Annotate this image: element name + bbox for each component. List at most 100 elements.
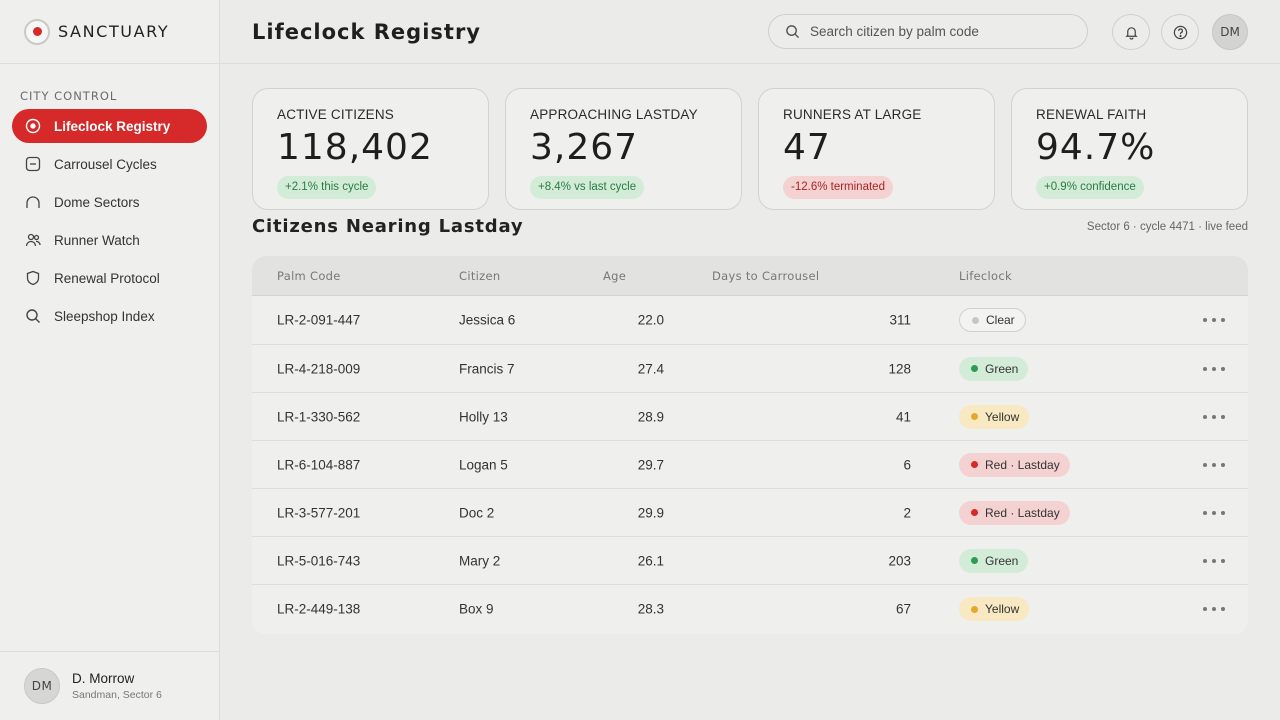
- sidebar-item-renewal-protocol[interactable]: Renewal Protocol: [12, 261, 207, 295]
- search-icon: [786, 25, 800, 39]
- palm-code-cell: LR-2-449-138: [277, 601, 361, 617]
- bell-icon: [1124, 26, 1138, 40]
- days-cell: 128: [888, 361, 911, 376]
- table-row[interactable]: LR-4-218-009 Francis 7 27.4 128 Green: [252, 345, 1248, 393]
- stat-delta-badge: -12.6% terminated: [783, 176, 893, 199]
- citizen-cell: Holly 13: [459, 409, 508, 424]
- page-title: Lifeclock Registry: [252, 19, 481, 44]
- age-cell: 28.3: [637, 601, 664, 617]
- lifeclock-status-cell: Red · Lastday: [959, 452, 1070, 477]
- stat-card-active-citizens: ACTIVE CITIZENS 118,402 +2.1% this cycle: [252, 88, 489, 210]
- citizen-cell: Jessica 6: [459, 312, 516, 328]
- sidebar-item-dome-sectors[interactable]: Dome Sectors: [12, 185, 207, 219]
- sidebar-item-label: Carrousel Cycles: [54, 156, 157, 172]
- status-dot-icon: [971, 557, 978, 564]
- citizen-cell: Mary 2: [459, 553, 501, 568]
- age-cell: 29.9: [637, 505, 664, 520]
- sidebar-item-carrousel-cycles[interactable]: Carrousel Cycles: [12, 147, 207, 181]
- status-label: Yellow: [985, 602, 1020, 616]
- stat-value: 47: [783, 127, 831, 168]
- palm-code-cell: LR-3-577-201: [277, 505, 361, 520]
- palm-code-cell: LR-5-016-743: [277, 553, 361, 568]
- lifeclock-status-cell: Red · Lastday: [959, 500, 1070, 525]
- status-badge: Yellow: [959, 597, 1030, 621]
- sidebar-section-label: CITY CONTROL: [20, 89, 118, 103]
- status-dot-icon: [971, 365, 978, 372]
- table-row[interactable]: LR-3-577-201 Doc 2 29.9 2 Red · Lastday: [252, 489, 1248, 537]
- users-icon: [24, 231, 42, 249]
- more-options-icon[interactable]: [1203, 558, 1225, 563]
- palm-code-cell: LR-4-218-009: [277, 361, 361, 376]
- search-bar[interactable]: [768, 14, 1088, 49]
- status-badge: Yellow: [959, 404, 1030, 429]
- days-cell: 6: [903, 457, 911, 472]
- age-cell: 26.1: [637, 553, 664, 568]
- table-row[interactable]: LR-1-330-562 Holly 13 28.9 41 Yellow: [252, 393, 1248, 441]
- minus-square-icon: [24, 155, 42, 173]
- stat-label: ACTIVE CITIZENS: [277, 107, 395, 122]
- sidebar-item-runner-watch[interactable]: Runner Watch: [12, 223, 207, 257]
- more-options-icon[interactable]: [1203, 607, 1225, 611]
- more-options-icon[interactable]: [1203, 366, 1225, 371]
- column-header-citizen[interactable]: Citizen: [459, 269, 501, 283]
- status-dot-icon: [971, 605, 978, 613]
- table-body: LR-2-091-447 Jessica 6 22.0 311 Clear LR-4-21…: [252, 296, 1248, 633]
- user-role: Sandman, Sector 6: [72, 689, 162, 701]
- sidebar-item-label: Renewal Protocol: [54, 270, 160, 286]
- stat-label: APPROACHING LASTDAY: [530, 107, 698, 122]
- stat-value: 3,267: [530, 127, 639, 168]
- sidebar-item-label: Sleepshop Index: [54, 308, 155, 324]
- lifeclock-status-cell: Green: [959, 548, 1029, 573]
- table-row[interactable]: LR-6-104-887 Logan 5 29.7 6 Red · Lastday: [252, 441, 1248, 489]
- current-user[interactable]: DM D. Morrow Sandman, Sector 6: [0, 651, 219, 720]
- stat-delta-badge: +0.9% confidence: [1036, 176, 1144, 199]
- more-options-icon[interactable]: [1203, 510, 1225, 515]
- status-label: Yellow: [985, 409, 1020, 424]
- stat-card-renewal-faith: RENEWAL FAITH 94.7% +0.9% confidence: [1011, 88, 1248, 210]
- brand: SANCTUARY: [0, 0, 219, 64]
- table-row[interactable]: LR-2-091-447 Jessica 6 22.0 311 Clear: [252, 296, 1248, 345]
- more-options-icon[interactable]: [1203, 414, 1225, 419]
- section-meta: Sector 6 · cycle 4471 · live feed: [1086, 221, 1248, 233]
- stat-label: RUNNERS AT LARGE: [783, 107, 922, 122]
- days-cell: 2: [903, 505, 911, 520]
- user-name: D. Morrow: [72, 671, 135, 686]
- column-header-age[interactable]: Age: [603, 269, 627, 283]
- lifeclock-status-cell: Clear: [959, 308, 1026, 332]
- stat-delta-badge: +8.4% vs last cycle: [530, 176, 645, 199]
- status-label: Red · Lastday: [985, 457, 1060, 472]
- more-options-icon[interactable]: [1203, 318, 1225, 322]
- sidebar-item-label: Runner Watch: [54, 232, 140, 248]
- lifeclock-status-cell: Green: [959, 356, 1029, 381]
- sidebar-item-sleepshop-index[interactable]: Sleepshop Index: [12, 299, 207, 333]
- days-cell: 311: [889, 312, 911, 328]
- column-header-palm-code[interactable]: Palm Code: [277, 269, 341, 283]
- column-header-days-to-carrousel[interactable]: Days to Carrousel: [712, 269, 820, 283]
- column-header-lifeclock[interactable]: Lifeclock: [959, 269, 1012, 283]
- notifications-button[interactable]: [1112, 14, 1150, 50]
- sidebar-item-label: Lifeclock Registry: [54, 118, 171, 134]
- table-row[interactable]: LR-2-449-138 Box 9 28.3 67 Yellow: [252, 585, 1248, 633]
- search-input[interactable]: [810, 24, 1080, 39]
- table-row[interactable]: LR-5-016-743 Mary 2 26.1 203 Green: [252, 537, 1248, 585]
- citizen-cell: Logan 5: [459, 457, 508, 472]
- status-badge: Clear: [959, 308, 1026, 332]
- age-cell: 27.4: [637, 361, 664, 376]
- sidebar-item-lifeclock-registry[interactable]: Lifeclock Registry: [12, 109, 207, 143]
- stat-label: RENEWAL FAITH: [1036, 107, 1147, 122]
- stat-delta-badge: +2.1% this cycle: [277, 176, 377, 199]
- age-cell: 22.0: [637, 312, 664, 328]
- status-dot-icon: [971, 413, 978, 420]
- citizen-cell: Doc 2: [459, 505, 495, 520]
- status-badge: Green: [959, 548, 1029, 573]
- avatar[interactable]: DM: [1212, 14, 1248, 50]
- table-header: Palm Code Citizen Age Days to Carrousel …: [252, 256, 1248, 296]
- status-label: Green: [985, 553, 1019, 568]
- citizens-table: Palm Code Citizen Age Days to Carrousel …: [252, 256, 1248, 634]
- more-options-icon[interactable]: [1203, 462, 1225, 467]
- status-label: Green: [985, 361, 1019, 376]
- lifeclock-status-cell: Yellow: [959, 404, 1030, 429]
- help-button[interactable]: [1161, 14, 1199, 50]
- lifeclock-status-cell: Yellow: [959, 597, 1030, 621]
- stats-cards: ACTIVE CITIZENS 118,402 +2.1% this cycle…: [252, 88, 1248, 210]
